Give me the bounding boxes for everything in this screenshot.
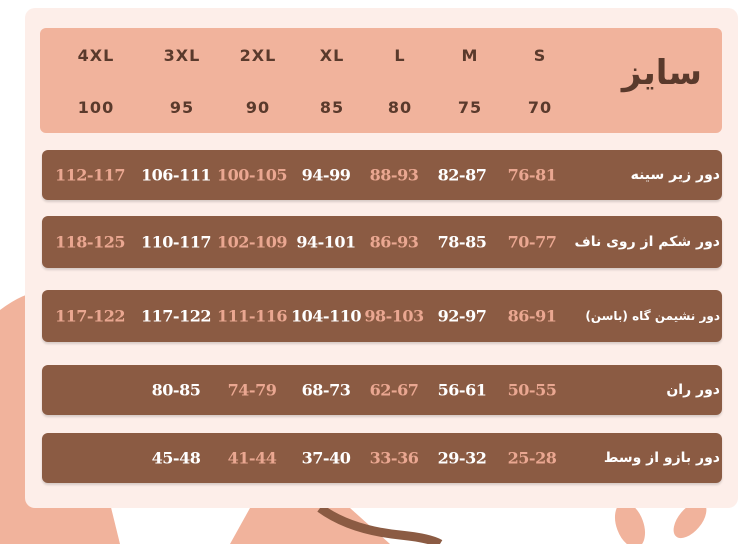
row-label: دور شکم از روی ناف xyxy=(574,234,720,250)
measurement-value: 33-36 xyxy=(369,448,419,468)
measurement-row: دور شکم از روی ناف 70-77 78-85 86-93 94-101 1… xyxy=(42,216,722,268)
size-number: 95 xyxy=(169,98,195,117)
measurement-value: 92-97 xyxy=(437,306,487,326)
measurement-value: 29-32 xyxy=(437,448,487,468)
measurement-value: 68-73 xyxy=(301,380,351,400)
size-label: S xyxy=(533,46,547,65)
measurement-value: 74-79 xyxy=(227,380,277,400)
measurement-value: 78-85 xyxy=(437,232,487,252)
measurement-value: 117-122 xyxy=(141,306,211,326)
measurement-value: 94-99 xyxy=(301,165,351,185)
measurement-value: 86-91 xyxy=(507,306,557,326)
size-number: 100 xyxy=(77,98,115,117)
size-label: M xyxy=(461,46,479,65)
measurement-value: 41-44 xyxy=(227,448,277,468)
measurement-value: 100-105 xyxy=(217,165,287,185)
size-label: 3XL xyxy=(163,46,201,65)
row-label: دور زیر سینه xyxy=(630,167,720,183)
size-header: سایز S 70 M 75 L 80 XL 85 2XL 90 3XL 95 4XL 100 xyxy=(40,28,722,133)
measurement-value: 94-101 xyxy=(296,232,356,252)
measurement-value: 25-28 xyxy=(507,448,557,468)
measurement-value: 102-109 xyxy=(217,232,287,252)
measurement-row: دور ران 50-55 56-61 62-67 68-73 74-79 80-85 xyxy=(42,365,722,415)
measurement-value: 104-110 xyxy=(291,306,361,326)
row-label: دور نشیمن گاه (باسن) xyxy=(585,309,720,323)
measurement-row: دور بازو از وسط 25-28 29-32 33-36 37-40 41-44… xyxy=(42,433,722,483)
size-label: XL xyxy=(319,46,345,65)
size-number: 75 xyxy=(457,98,483,117)
measurement-value: 80-85 xyxy=(151,380,201,400)
measurement-value: 76-81 xyxy=(507,165,557,185)
measurement-value: 112-117 xyxy=(55,165,125,185)
measurement-row: دور زیر سینه 76-81 82-87 88-93 94-99 100-105 1… xyxy=(42,150,722,200)
measurement-value: 37-40 xyxy=(301,448,351,468)
measurement-value: 111-116 xyxy=(217,306,287,326)
measurement-value: 110-117 xyxy=(141,232,211,252)
measurement-value: 45-48 xyxy=(151,448,201,468)
measurement-value: 82-87 xyxy=(437,165,487,185)
measurement-value: 62-67 xyxy=(369,380,419,400)
measurement-value: 106-111 xyxy=(141,165,211,185)
measurement-value: 70-77 xyxy=(507,232,557,252)
size-number: 90 xyxy=(245,98,271,117)
size-label: 4XL xyxy=(77,46,115,65)
measurement-value: 118-125 xyxy=(55,232,125,252)
size-number: 80 xyxy=(387,98,413,117)
size-label: L xyxy=(394,46,406,65)
size-number: 85 xyxy=(319,98,345,117)
measurement-value: 98-103 xyxy=(364,306,424,326)
measurement-value: 86-93 xyxy=(369,232,419,252)
row-label: دور بازو از وسط xyxy=(603,450,720,466)
measurement-value: 56-61 xyxy=(437,380,487,400)
measurement-value: 50-55 xyxy=(507,380,557,400)
size-label: 2XL xyxy=(239,46,277,65)
pink-shape xyxy=(230,508,390,544)
size-number: 70 xyxy=(527,98,553,117)
chart-title: سایز xyxy=(621,53,702,93)
measurement-row: دور نشیمن گاه (باسن) 86-91 92-97 98-103 104-… xyxy=(42,290,722,342)
measurement-value: 117-122 xyxy=(55,306,125,326)
row-label: دور ران xyxy=(666,382,720,398)
measurement-value: 88-93 xyxy=(369,165,419,185)
brown-curve xyxy=(317,504,443,544)
